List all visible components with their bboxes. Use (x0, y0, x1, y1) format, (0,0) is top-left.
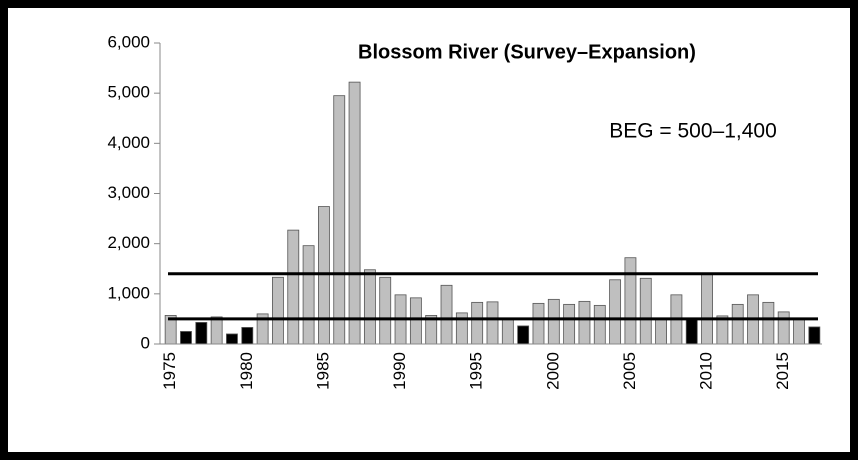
bar (532, 302, 545, 345)
bar (180, 331, 192, 345)
bar (547, 298, 560, 345)
bar (793, 318, 805, 345)
y-tick-label: 6,000 (107, 32, 150, 51)
y-tick-label: 4,000 (107, 133, 150, 152)
bar (440, 284, 453, 345)
bar (210, 316, 223, 345)
y-tick-label: 1,000 (107, 283, 150, 302)
x-tick-label: 1985 (313, 352, 332, 390)
y-tick-label: 2,000 (107, 233, 150, 252)
x-tick-label: 1975 (160, 352, 179, 390)
bar (318, 206, 330, 345)
bar (333, 95, 346, 345)
x-tick-label: 2010 (697, 352, 716, 390)
bar (762, 301, 775, 345)
bar (701, 273, 713, 345)
bar (578, 300, 591, 345)
bar (593, 304, 606, 345)
chart-title: Blossom River (Survey–Expansion) (358, 41, 696, 63)
bar (731, 303, 744, 345)
bar (685, 319, 698, 345)
bar (486, 301, 499, 345)
x-tick-label: 2000 (543, 352, 562, 390)
bar (501, 318, 514, 345)
bar (639, 277, 652, 345)
bar (471, 301, 484, 345)
bar (777, 311, 790, 345)
annotation: BEG = 500–1,400 (609, 120, 777, 143)
bar (195, 322, 208, 345)
x-tick-label: 1995 (467, 352, 486, 390)
x-tick-label: 2005 (620, 352, 639, 390)
bar (808, 326, 821, 345)
bar (609, 279, 622, 345)
bar (363, 269, 376, 345)
x-tick-label: 1990 (390, 352, 409, 390)
y-tick-label: 5,000 (107, 83, 150, 102)
y-tick-label: 0 (141, 333, 150, 352)
bar (563, 303, 576, 345)
x-tick-label: 1980 (237, 352, 256, 390)
bar (624, 257, 637, 345)
bar (517, 325, 530, 345)
bar (348, 81, 361, 345)
bar (379, 276, 392, 345)
bar (272, 276, 284, 345)
bar (655, 318, 667, 345)
bar (409, 297, 422, 345)
bar (287, 229, 300, 345)
y-tick-label: 3,000 (107, 183, 150, 202)
bar (241, 327, 254, 345)
bar (302, 245, 315, 345)
x-tick-label: 2015 (773, 352, 792, 390)
bar (226, 333, 238, 345)
